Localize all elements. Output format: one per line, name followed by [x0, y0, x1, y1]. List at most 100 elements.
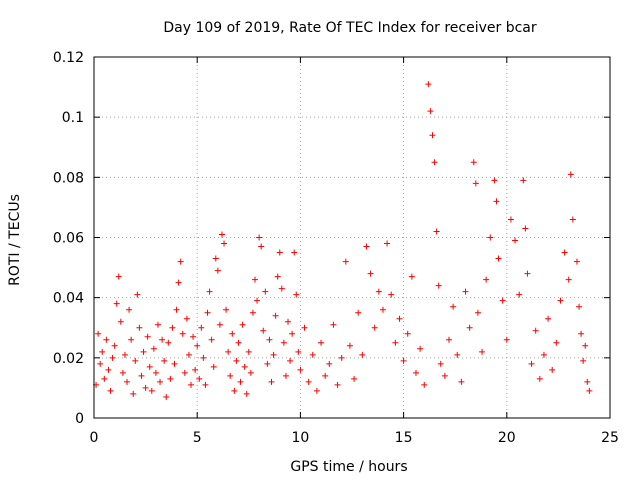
data-point [229, 330, 236, 337]
data-point [446, 336, 453, 343]
data-point [218, 231, 225, 238]
y-tick-label: 0.12 [53, 50, 84, 66]
data-point [200, 354, 207, 361]
data-point [454, 351, 461, 358]
data-point [295, 348, 302, 355]
data-point [142, 384, 149, 391]
data-point [239, 321, 246, 328]
data-point [309, 351, 316, 358]
y-tick-label: 0.08 [53, 170, 84, 186]
x-tick-label: 0 [90, 430, 99, 446]
data-point [516, 291, 523, 298]
plot-frame [93, 56, 611, 419]
data-point [338, 354, 345, 361]
data-point [204, 309, 211, 316]
data-point [584, 378, 591, 385]
data-point [388, 291, 395, 298]
data-point [289, 330, 296, 337]
data-point [128, 336, 135, 343]
data-point [280, 339, 287, 346]
data-point [245, 348, 252, 355]
data-point [185, 351, 192, 358]
data-point [334, 381, 341, 388]
x-tick-label: 25 [601, 430, 619, 446]
data-point [181, 369, 188, 376]
grid [94, 57, 610, 418]
data-point [163, 393, 170, 400]
data-point [159, 336, 166, 343]
data-point [433, 228, 440, 235]
data-point [274, 273, 281, 280]
data-point [573, 258, 580, 265]
data-point [233, 357, 240, 364]
data-point [330, 321, 337, 328]
data-point [569, 216, 576, 223]
data-point [297, 366, 304, 373]
data-point [567, 171, 574, 178]
data-point [441, 372, 448, 379]
data-point [121, 351, 128, 358]
data-point [192, 366, 199, 373]
data-point [363, 243, 370, 250]
data-point [342, 258, 349, 265]
data-point [586, 387, 593, 394]
data-point [210, 363, 217, 370]
y-tick-label: 0.06 [53, 231, 84, 247]
data-point [495, 255, 502, 262]
data-point [243, 390, 250, 397]
data-point [177, 258, 184, 265]
data-point [322, 372, 329, 379]
data-point [188, 381, 195, 388]
data-point [375, 288, 382, 295]
data-point [214, 267, 221, 274]
data-points [93, 81, 593, 400]
data-point [119, 369, 126, 376]
data-point [483, 276, 490, 283]
data-point [291, 249, 298, 256]
x-axis-title: GPS time / hours [290, 459, 407, 475]
chart-title: Day 109 of 2019, Rate Of TEC Index for r… [163, 20, 537, 36]
data-point [231, 387, 238, 394]
data-point [549, 366, 556, 373]
data-point [270, 351, 277, 358]
data-point [359, 351, 366, 358]
data-point [138, 372, 145, 379]
data-point [392, 339, 399, 346]
data-point [507, 216, 514, 223]
data-point [301, 324, 308, 331]
data-point [161, 357, 168, 364]
data-point [130, 390, 137, 397]
data-point [196, 375, 203, 382]
data-point [565, 276, 572, 283]
data-point [179, 330, 186, 337]
data-point [260, 327, 267, 334]
data-point [293, 291, 300, 298]
data-point [313, 387, 320, 394]
data-point [576, 303, 583, 310]
data-point [528, 360, 535, 367]
data-point [524, 270, 531, 277]
data-point [470, 159, 477, 166]
axis-ticks: 0 5 10 15 20 25 0 0.02 0.04 0.06 0.08 0.1 0.12 [53, 50, 619, 446]
data-point [346, 342, 353, 349]
data-point [427, 108, 434, 115]
data-point [276, 249, 283, 256]
data-point [221, 240, 228, 247]
data-point [103, 336, 110, 343]
data-point [351, 375, 358, 382]
data-point [208, 336, 215, 343]
data-point [493, 198, 500, 205]
data-point [132, 357, 139, 364]
data-point [194, 342, 201, 349]
data-point [285, 318, 292, 325]
data-point [379, 306, 386, 313]
y-tick-label: 0.02 [53, 351, 84, 367]
data-point [536, 375, 543, 382]
data-point [522, 225, 529, 232]
data-point [202, 381, 209, 388]
data-point [95, 330, 102, 337]
data-point [97, 360, 104, 367]
data-point [249, 309, 256, 316]
data-point [580, 357, 587, 364]
